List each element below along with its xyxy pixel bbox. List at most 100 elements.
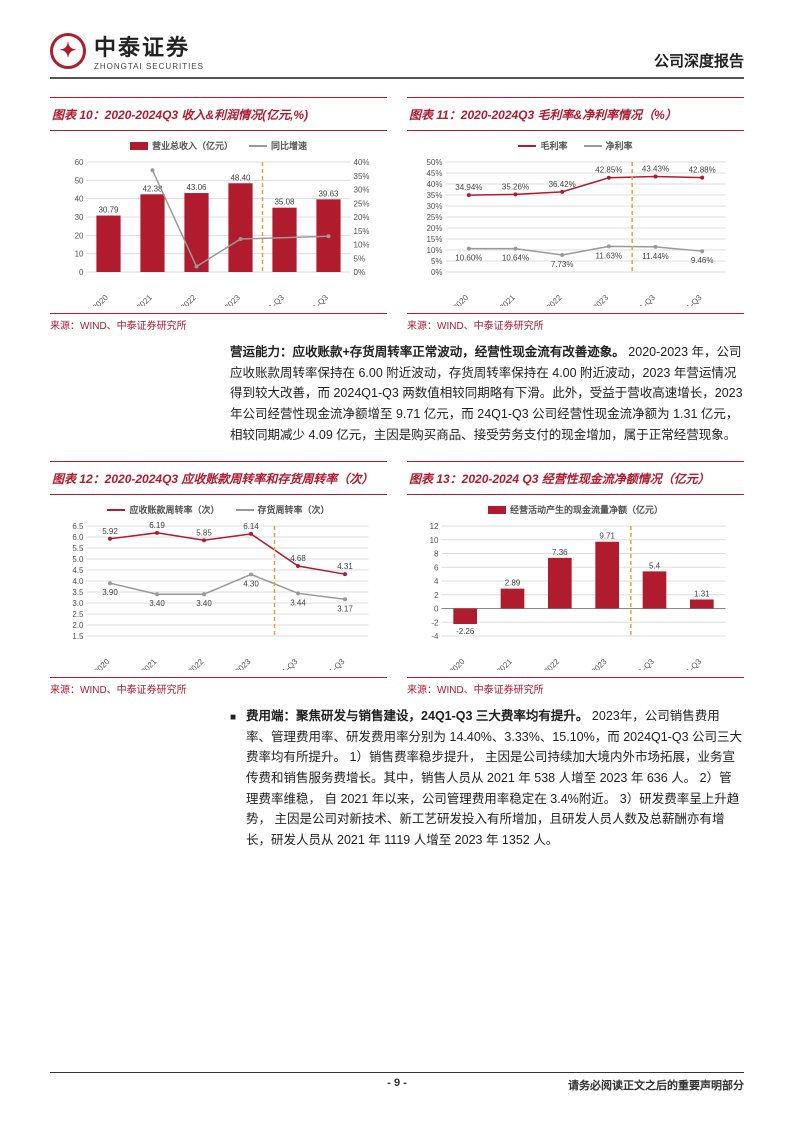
bullet-icon: ■ <box>230 706 236 850</box>
chart-11-title: 图表 11：2020-2024Q3 毛利率&净利率情况（%） <box>407 97 744 131</box>
svg-text:2.0: 2.0 <box>72 621 84 630</box>
para2-d: 主因是公司对新技术、新工艺研发投入有所增加，且研发人员人数及总薪酬亦有增长，研发… <box>246 812 725 847</box>
svg-text:4.0: 4.0 <box>72 577 84 586</box>
svg-text:2023: 2023 <box>591 293 610 306</box>
svg-text:-4: -4 <box>431 632 439 641</box>
svg-text:9.46%: 9.46% <box>691 256 714 265</box>
svg-text:-2: -2 <box>431 618 439 627</box>
svg-text:2021: 2021 <box>135 293 154 306</box>
chart-11-source: 来源：WIND、中泰证券研究所 <box>407 313 744 332</box>
svg-text:2.89: 2.89 <box>505 579 521 588</box>
para1-body: 2020-2023 年，公司应收账款周转率保持在 6.00 附近波动，存货周转率… <box>230 345 743 442</box>
charts-row-2: 图表 12：2020-2024Q3 应收账款周转率和存货周转率（次） 应收账款周… <box>50 461 744 696</box>
svg-text:30%: 30% <box>354 186 370 195</box>
logo-en: ZHONGTAI SECURITIES <box>94 62 204 71</box>
svg-text:2023: 2023 <box>590 657 609 670</box>
svg-text:42.88%: 42.88% <box>689 166 716 175</box>
svg-text:5.0: 5.0 <box>72 555 84 564</box>
svg-text:35%: 35% <box>354 172 370 181</box>
chart-12-legend: 应收账款周转率（次） 存货周转率（次） <box>54 503 383 516</box>
svg-text:43.06: 43.06 <box>186 183 207 192</box>
para2-u1: 1）销售费率稳步提升， <box>350 750 482 764</box>
chart-10-legend: 营业总收入（亿元） 同比增速 <box>54 139 383 152</box>
svg-text:20: 20 <box>75 231 84 240</box>
svg-text:2022: 2022 <box>179 293 198 306</box>
svg-text:0: 0 <box>79 268 84 277</box>
svg-text:10: 10 <box>430 536 439 545</box>
svg-text:20%: 20% <box>426 224 442 233</box>
chart-12-svg: 1.52.02.53.03.54.04.55.05.56.06.55.926.1… <box>54 520 383 670</box>
paragraph-expenses: ■ 费用端：聚焦研发与销售建设，24Q1-Q3 三大费率均有提升。 2023年，… <box>230 706 744 850</box>
svg-text:0%: 0% <box>431 268 443 277</box>
chart-12-title: 图表 12：2020-2024Q3 应收账款周转率和存货周转率（次） <box>50 461 387 495</box>
svg-text:3.90: 3.90 <box>102 588 118 597</box>
svg-text:2023Q1-Q3: 2023Q1-Q3 <box>263 657 299 670</box>
svg-text:34.94%: 34.94% <box>455 183 482 192</box>
svg-text:15%: 15% <box>426 235 442 244</box>
svg-text:50%: 50% <box>426 158 442 167</box>
svg-text:6.0: 6.0 <box>72 533 84 542</box>
svg-text:7.73%: 7.73% <box>551 260 574 269</box>
svg-text:2023: 2023 <box>233 657 252 670</box>
chart-13-svg: -4-2024681012-2.2620202.8920217.3620229.… <box>411 520 740 670</box>
svg-text:50: 50 <box>75 176 84 185</box>
svg-text:5%: 5% <box>431 257 443 266</box>
svg-text:2023: 2023 <box>223 293 242 306</box>
chart-11-legend: 毛利率 净利率 <box>411 139 740 152</box>
svg-text:43.43%: 43.43% <box>642 164 669 173</box>
svg-text:25%: 25% <box>354 199 370 208</box>
svg-text:0: 0 <box>434 605 439 614</box>
chart-13-title: 图表 13：2020-2024 Q3 经营性现金流净额情况（亿元） <box>407 461 744 495</box>
svg-text:3.40: 3.40 <box>196 599 212 608</box>
svg-text:5.85: 5.85 <box>196 528 212 537</box>
page-footer: - 9 - 请务必阅读正文之后的重要声明部分 <box>50 1072 744 1093</box>
para2-lead: 费用端：聚焦研发与销售建设，24Q1-Q3 三大费率均有提升。 <box>246 709 588 723</box>
svg-text:36.42%: 36.42% <box>549 180 576 189</box>
chart-12-source: 来源：WIND、中泰证券研究所 <box>50 677 387 696</box>
chart-11-svg: 0%5%10%15%20%25%30%35%40%45%50%34.94%35.… <box>411 156 740 306</box>
svg-text:45%: 45% <box>426 169 442 178</box>
svg-text:39.63: 39.63 <box>318 189 339 198</box>
chart-13-source: 来源：WIND、中泰证券研究所 <box>407 677 744 696</box>
logo-icon: ✦ <box>50 33 86 69</box>
svg-text:2020: 2020 <box>92 657 111 670</box>
svg-text:2023Q1-Q3: 2023Q1-Q3 <box>621 293 657 306</box>
chart-10-area: 营业总收入（亿元） 同比增速 01020304050600%5%10%15%20… <box>50 131 387 311</box>
svg-text:10: 10 <box>75 250 84 259</box>
svg-text:3.5: 3.5 <box>72 588 84 597</box>
svg-text:40: 40 <box>75 195 84 204</box>
chart-11-area: 毛利率 净利率 0%5%10%15%20%25%30%35%40%45%50%3… <box>407 131 744 311</box>
svg-text:2021: 2021 <box>139 657 158 670</box>
svg-text:2020: 2020 <box>448 657 467 670</box>
page-header: ✦ 中泰证券 ZHONGTAI SECURITIES 公司深度报告 <box>50 30 744 79</box>
svg-text:15%: 15% <box>354 227 370 236</box>
svg-text:6.14: 6.14 <box>243 522 259 531</box>
chart-11: 图表 11：2020-2024Q3 毛利率&净利率情况（%） 毛利率 净利率 0… <box>407 97 744 332</box>
logo-text: 中泰证券 ZHONGTAI SECURITIES <box>94 30 204 71</box>
chart-10-svg: 01020304050600%5%10%15%20%25%30%35%40%30… <box>54 156 383 306</box>
charts-row-1: 图表 10：2020-2024Q3 收入&利润情况(亿元,%) 营业总收入（亿元… <box>50 97 744 332</box>
svg-text:3.40: 3.40 <box>149 599 165 608</box>
svg-text:2: 2 <box>434 591 439 600</box>
chart-13: 图表 13：2020-2024 Q3 经营性现金流净额情况（亿元） 经营活动产生… <box>407 461 744 696</box>
svg-text:35.08: 35.08 <box>274 198 295 207</box>
page-number: - 9 - <box>387 1077 407 1089</box>
svg-text:-2.26: -2.26 <box>456 627 475 636</box>
svg-text:3.44: 3.44 <box>290 598 306 607</box>
svg-text:6: 6 <box>434 563 439 572</box>
svg-text:35%: 35% <box>426 191 442 200</box>
svg-text:10%: 10% <box>354 241 370 250</box>
svg-text:30%: 30% <box>426 202 442 211</box>
svg-text:4.5: 4.5 <box>72 566 84 575</box>
svg-text:1.31: 1.31 <box>694 590 710 599</box>
svg-text:60: 60 <box>75 158 84 167</box>
svg-text:8: 8 <box>434 550 439 559</box>
svg-text:30.79: 30.79 <box>98 206 119 215</box>
svg-text:0%: 0% <box>354 268 366 277</box>
chart-13-area: 经营活动产生的现金流量净额（亿元） -4-2024681012-2.262020… <box>407 495 744 675</box>
svg-text:4: 4 <box>434 577 439 586</box>
svg-text:40%: 40% <box>354 158 370 167</box>
svg-text:5%: 5% <box>354 254 366 263</box>
chart-10: 图表 10：2020-2024Q3 收入&利润情况(亿元,%) 营业总收入（亿元… <box>50 97 387 332</box>
svg-text:20%: 20% <box>354 213 370 222</box>
